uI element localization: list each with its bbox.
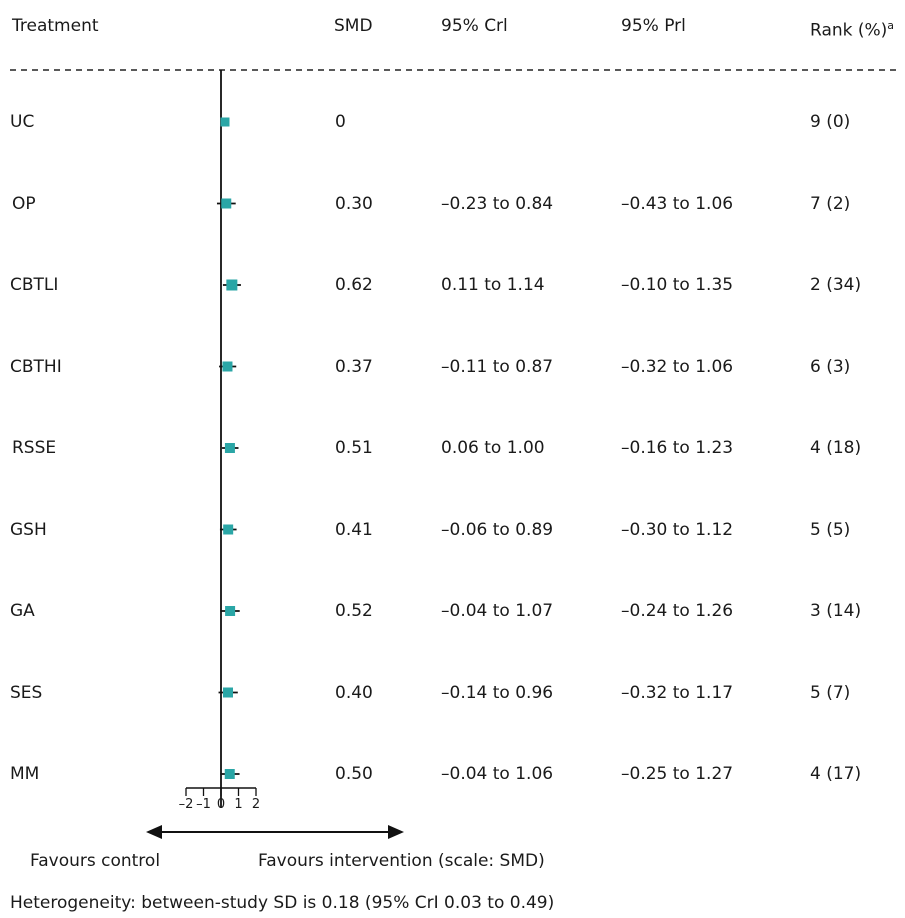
row-treatment: OP (12, 193, 36, 214)
row-prl: –0.32 to 1.17 (621, 682, 734, 703)
row-smd: 0.41 (335, 519, 373, 540)
row-crl: –0.04 to 1.06 (441, 764, 554, 784)
row-treatment: CBTLI (10, 275, 59, 295)
point-estimate-mm (224, 769, 235, 779)
header-rank-footnote: a (887, 19, 895, 32)
row-rank: 4 (18) (810, 438, 862, 458)
x-tick-label: 1 (234, 797, 243, 812)
heterogeneity-footer: Heterogeneity: between-study SD is 0.18 … (10, 893, 555, 913)
header-prl: 95% Prl (621, 16, 686, 36)
header-rank: Rank (%)a (810, 16, 894, 41)
x-tick-label: 0 (216, 797, 226, 812)
point-estimate-op (221, 198, 232, 209)
point-estimate-uc (220, 117, 230, 127)
row-crl: –0.06 to 0.89 (441, 519, 554, 540)
header-rank-label: Rank (%) (810, 20, 888, 41)
favours-intervention-label: Favours intervention (scale: SMD) (258, 851, 545, 871)
row-prl: –0.16 to 1.23 (621, 438, 734, 458)
row-treatment: SES (10, 682, 43, 703)
row-prl: –0.43 to 1.06 (621, 193, 734, 214)
row-prl: –0.25 to 1.27 (621, 764, 734, 784)
row-rank: 6 (3) (810, 356, 851, 377)
header-smd: SMD (334, 16, 373, 36)
row-smd: 0.50 (335, 764, 373, 784)
row-rank: 3 (14) (810, 601, 862, 621)
row-prl: –0.30 to 1.12 (621, 519, 734, 540)
row-treatment: UC (10, 112, 35, 132)
row-prl: –0.10 to 1.35 (621, 275, 734, 295)
row-rank: 2 (34) (810, 275, 862, 295)
row-crl: –0.11 to 0.87 (441, 356, 554, 377)
row-prl: –0.24 to 1.26 (621, 601, 734, 621)
point-estimate-gsh (223, 524, 234, 535)
row-treatment: MM (10, 764, 40, 784)
row-smd: 0.52 (335, 601, 373, 621)
row-prl: –0.32 to 1.06 (621, 356, 734, 377)
point-estimate-cbtli (226, 279, 238, 291)
row-treatment: CBTHI (10, 356, 62, 377)
point-estimate-ga (225, 606, 236, 616)
point-estimate-cbthi (222, 361, 233, 372)
row-treatment: GA (10, 601, 35, 621)
direction-arrow (146, 825, 404, 839)
row-smd: 0.37 (335, 356, 373, 377)
row-rank: 5 (7) (810, 682, 851, 703)
forest-marks (216, 117, 241, 779)
x-tick-label: –2 (178, 797, 194, 812)
point-estimate-rsse (224, 443, 235, 453)
header-crl: 95% Crl (441, 16, 508, 36)
x-axis (185, 787, 257, 796)
arrow-right-head (388, 825, 404, 839)
row-treatment: RSSE (12, 438, 57, 458)
favours-control-label: Favours control (30, 851, 161, 871)
row-rank: 5 (5) (810, 519, 851, 540)
row-smd: 0.62 (335, 275, 373, 295)
header-treatment: Treatment (12, 16, 99, 36)
arrow-left-head (146, 825, 162, 839)
row-treatment: GSH (10, 519, 47, 540)
row-crl: –0.14 to 0.96 (441, 682, 554, 703)
row-crl: 0.11 to 1.14 (441, 275, 545, 295)
row-smd: 0 (335, 112, 346, 132)
row-crl: –0.04 to 1.07 (441, 601, 554, 621)
row-rank: 4 (17) (810, 764, 862, 784)
row-crl: –0.23 to 0.84 (441, 193, 554, 214)
row-smd: 0.51 (335, 438, 373, 458)
x-tick-label: 2 (251, 797, 261, 812)
row-rank: 9 (0) (810, 112, 851, 132)
row-rank: 7 (2) (810, 193, 851, 214)
x-tick-label: –1 (196, 797, 211, 812)
row-smd: 0.40 (335, 682, 373, 703)
row-crl: 0.06 to 1.00 (441, 438, 545, 458)
point-estimate-ses (223, 687, 233, 698)
row-smd: 0.30 (335, 193, 373, 214)
